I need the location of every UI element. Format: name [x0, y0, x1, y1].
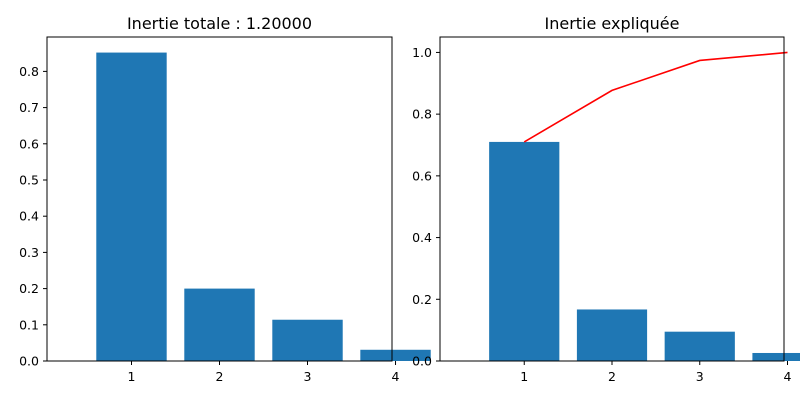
left-x-tick-label-2: 2 [216, 369, 224, 384]
right-bar-1 [489, 141, 560, 361]
right-y-tick-label-0.4: 0.4 [412, 230, 432, 245]
left-y-tick-label-0.5: 0.5 [19, 172, 39, 187]
left-y-tick-label-0.8: 0.8 [19, 64, 39, 79]
right-x-tick-label-4: 4 [784, 369, 792, 384]
left-y-tick-label-0.0: 0.0 [19, 354, 39, 369]
right-chart-title: Inertie expliquée [545, 14, 680, 33]
left-x-tick-label-3: 3 [304, 369, 312, 384]
right-bar-2 [576, 309, 648, 361]
left-bar-4 [360, 349, 431, 361]
left-y-tick-label-0.2: 0.2 [19, 281, 39, 296]
right-x-tick-label-3: 3 [696, 369, 704, 384]
left-chart-panel: Inertie totale : 1.20000 1 2 3 4 0.0 0.1 0.2 0.… [19, 14, 431, 384]
left-x-tick-label-4: 4 [392, 369, 400, 384]
left-chart-title: Inertie totale : 1.20000 [127, 14, 312, 33]
right-x-tick-label-1: 1 [520, 369, 528, 384]
left-y-tick-label-0.4: 0.4 [19, 209, 39, 224]
right-x-tick-label-2: 2 [608, 369, 616, 384]
right-y-tick-label-1.0: 1.0 [412, 45, 432, 60]
right-y-tick-label-0.8: 0.8 [412, 107, 432, 122]
right-y-tick-label-0.2: 0.2 [412, 292, 432, 307]
right-chart-panel: Inertie expliquée 1 2 3 4 0.0 0.2 0.4 0.6 0.8 1.0 [412, 14, 800, 384]
left-y-tick-label-0.7: 0.7 [19, 100, 39, 115]
left-x-tick-label-1: 1 [128, 369, 136, 384]
left-bar-3 [272, 319, 343, 361]
left-y-tick-label-0.1: 0.1 [19, 317, 39, 332]
right-bar-4 [752, 352, 800, 361]
right-y-tick-label-0.0: 0.0 [412, 354, 432, 369]
left-bar-2 [184, 288, 255, 361]
right-y-tick-label-0.6: 0.6 [412, 168, 432, 183]
right-cumulative-line [523, 51, 788, 143]
left-y-tick-label-0.6: 0.6 [19, 136, 39, 151]
right-bar-3 [664, 331, 735, 361]
left-y-tick-label-0.3: 0.3 [19, 245, 39, 260]
left-bar-1 [96, 52, 167, 362]
